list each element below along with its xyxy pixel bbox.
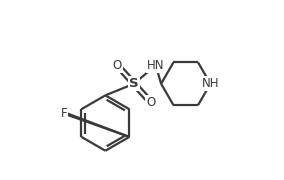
Text: HN: HN bbox=[147, 59, 164, 72]
Text: F: F bbox=[60, 107, 67, 120]
Text: O: O bbox=[113, 59, 122, 72]
Text: O: O bbox=[146, 96, 155, 109]
Text: NH: NH bbox=[202, 77, 220, 90]
Text: S: S bbox=[129, 77, 139, 90]
